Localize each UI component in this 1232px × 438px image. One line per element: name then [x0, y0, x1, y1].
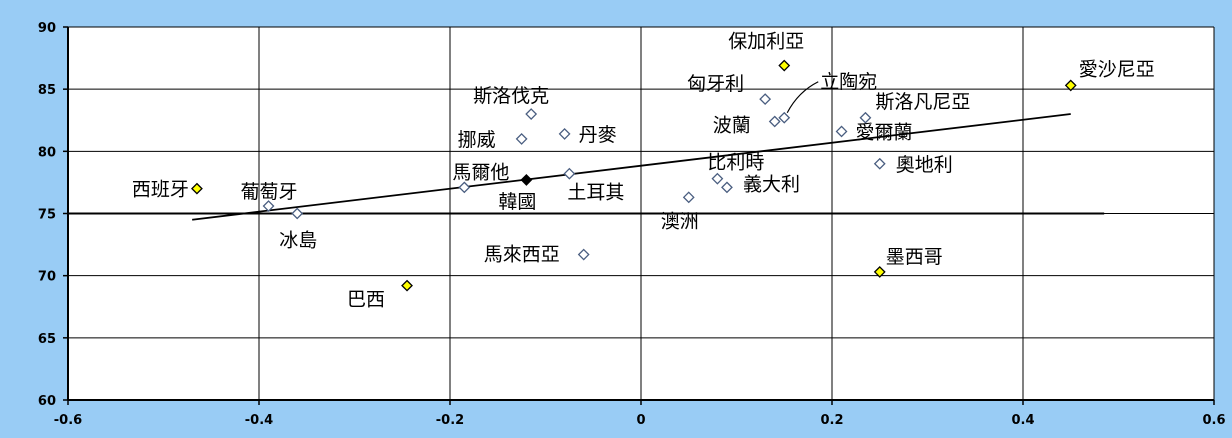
data-point	[778, 111, 791, 124]
y-tick-label: 85	[38, 83, 56, 98]
point-label: 丹麥	[579, 124, 617, 146]
data-point	[262, 200, 275, 212]
data-point	[525, 108, 538, 120]
point-label: 葡萄牙	[241, 181, 298, 203]
data-point	[721, 181, 733, 194]
data-point	[873, 157, 886, 170]
x-tick-label: -0.2	[436, 413, 464, 428]
point-label: 西班牙	[132, 179, 189, 201]
point-label: 奧地利	[896, 154, 953, 176]
data-point	[759, 93, 772, 106]
point-label: 保加利亞	[728, 31, 804, 53]
x-tick-label: -0.4	[245, 413, 273, 428]
tick-labels: 60 65 70 75 80 85 90 -0.6 -0.4 -0.2 0 0.2 0.4 0.6	[38, 21, 1226, 428]
point-label: 澳洲	[661, 210, 699, 232]
data-point	[563, 167, 576, 180]
y-tick-label: 80	[38, 145, 56, 160]
point-label: 挪威	[458, 129, 496, 151]
data-point	[859, 111, 872, 124]
trend-line	[192, 113, 1071, 221]
data-point	[778, 59, 791, 72]
y-tick-label: 65	[38, 332, 56, 347]
reference-lines	[68, 81, 1105, 221]
data-point	[520, 174, 533, 186]
point-label: 韓國	[498, 191, 536, 213]
x-tick-label: -0.6	[54, 413, 82, 428]
point-label: 土耳其	[567, 182, 624, 204]
data-point	[682, 191, 695, 204]
data-point	[458, 181, 471, 194]
data-point	[191, 182, 203, 195]
point-label: 巴西	[347, 289, 385, 311]
point-label: 斯洛凡尼亞	[875, 91, 970, 113]
data-points	[191, 59, 1077, 292]
point-label: 波蘭	[713, 114, 751, 136]
data-point	[835, 125, 848, 138]
x-tick-label: 0.2	[820, 413, 843, 428]
point-label: 墨西哥	[886, 246, 943, 268]
data-point	[768, 115, 781, 128]
data-point	[291, 207, 304, 220]
x-tick-label: 0	[636, 413, 645, 428]
point-label: 匈牙利	[687, 73, 744, 95]
point-label: 義大利	[743, 173, 800, 195]
data-point	[515, 132, 528, 145]
x-tick-label: 0.6	[1202, 413, 1225, 428]
point-label: 斯洛伐克	[473, 85, 549, 107]
y-tick-label: 90	[38, 21, 56, 36]
y-tick-label: 70	[38, 270, 56, 285]
point-label: 比利時	[707, 152, 764, 174]
data-point	[1064, 79, 1077, 92]
point-label: 愛爾蘭	[856, 121, 913, 143]
x-tick-label: 0.4	[1011, 413, 1034, 428]
data-point	[401, 279, 413, 292]
data-point	[558, 128, 571, 140]
point-label: 愛沙尼亞	[1079, 58, 1155, 80]
point-label: 冰島	[279, 230, 317, 252]
data-point	[577, 248, 590, 261]
y-tick-label: 75	[38, 208, 56, 223]
leader-line	[786, 81, 819, 114]
data-point	[873, 266, 886, 278]
point-label: 馬爾他	[452, 161, 509, 183]
data-point	[711, 172, 724, 185]
point-label: 馬來西亞	[484, 244, 560, 266]
y-tick-label: 60	[38, 394, 56, 409]
point-label: 立陶宛	[820, 71, 877, 93]
